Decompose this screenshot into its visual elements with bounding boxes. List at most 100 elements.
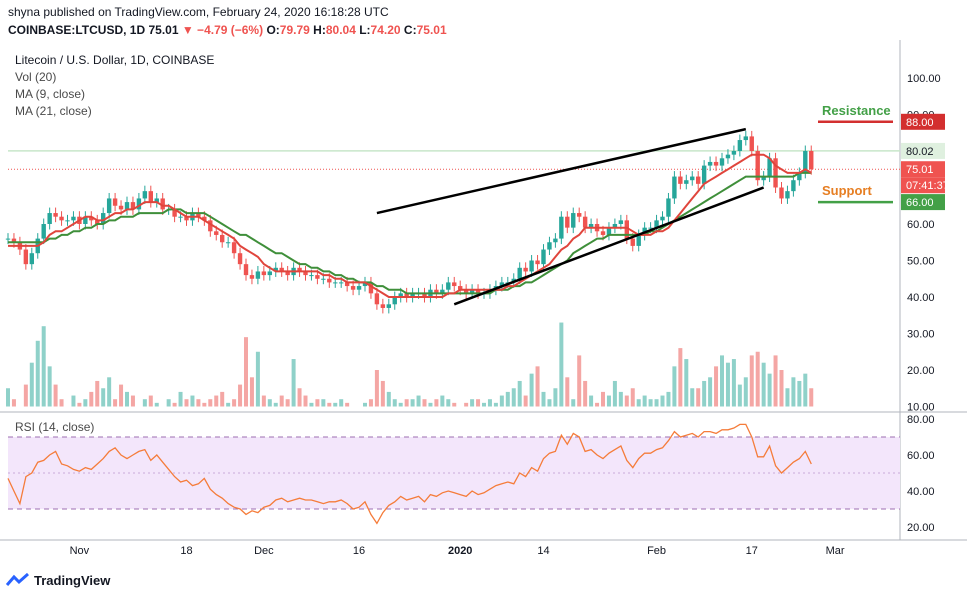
volume-bar bbox=[214, 395, 219, 407]
symbol-label: COINBASE:LTCUSD, 1D bbox=[8, 23, 146, 37]
volume-bar bbox=[363, 402, 367, 407]
volume-bar bbox=[618, 391, 623, 407]
countdown-badge-bg bbox=[901, 177, 945, 194]
candle-body bbox=[541, 249, 546, 265]
candle-body bbox=[148, 191, 153, 203]
candle-body bbox=[11, 238, 17, 243]
tradingview-logo[interactable]: TradingView bbox=[6, 572, 110, 588]
candle-body bbox=[672, 176, 677, 199]
candle-body bbox=[202, 216, 207, 221]
candle-body bbox=[565, 216, 570, 228]
candle-body bbox=[95, 220, 100, 224]
candle-body bbox=[59, 216, 64, 221]
mark-price-badge: 80.02 bbox=[906, 146, 934, 158]
volume-bar bbox=[11, 399, 16, 407]
volume-bar bbox=[606, 395, 611, 407]
price-tick-label: 40.00 bbox=[907, 292, 935, 304]
candle-body bbox=[344, 282, 350, 287]
chart-title: Litecoin / U.S. Dollar, 1D, COINBASE bbox=[15, 53, 215, 67]
candle-body bbox=[630, 238, 635, 246]
volume-bar bbox=[380, 380, 385, 407]
volume-bar bbox=[517, 380, 522, 407]
volume-bar bbox=[23, 384, 28, 407]
candle-body bbox=[130, 202, 136, 210]
volume-bar bbox=[690, 388, 695, 407]
volume-bar bbox=[779, 370, 784, 407]
candle-body bbox=[279, 267, 284, 272]
volume-bar bbox=[333, 402, 338, 407]
candle-body bbox=[606, 227, 612, 235]
volume-bar bbox=[244, 337, 248, 407]
volume-bar bbox=[113, 399, 118, 407]
volume-bar bbox=[482, 402, 486, 407]
volume-bar bbox=[119, 384, 124, 407]
candle-body bbox=[374, 293, 380, 305]
volume-bar bbox=[595, 402, 600, 407]
candle-body bbox=[463, 289, 469, 294]
candle-body bbox=[731, 151, 737, 155]
last-price-label: 75.01 bbox=[148, 23, 179, 37]
volume-bar bbox=[428, 402, 433, 407]
volume-bar bbox=[339, 399, 344, 407]
open-value: 79.79 bbox=[279, 23, 310, 37]
volume-bar bbox=[327, 402, 332, 407]
candle-body bbox=[588, 224, 594, 228]
candle-body bbox=[458, 286, 463, 290]
volume-bar bbox=[107, 377, 112, 407]
candle-body bbox=[386, 304, 391, 308]
volume-bar bbox=[386, 391, 391, 407]
volume-bar bbox=[541, 391, 546, 407]
volume-bar bbox=[172, 402, 177, 407]
candle-body bbox=[184, 216, 189, 221]
candle-body bbox=[785, 191, 790, 199]
rsi-tick-label: 20.00 bbox=[907, 522, 935, 534]
candle-body bbox=[737, 140, 743, 151]
open-key: O: bbox=[266, 23, 280, 37]
volume-bar bbox=[476, 399, 481, 407]
volume-bar bbox=[785, 388, 790, 407]
volume-bar bbox=[142, 399, 147, 407]
candle-body bbox=[339, 282, 344, 284]
volume-bar bbox=[249, 377, 254, 407]
volume-bar bbox=[797, 380, 802, 407]
candle-body bbox=[440, 289, 445, 294]
candle-body bbox=[559, 216, 564, 239]
candle-body bbox=[618, 220, 624, 224]
candle-body bbox=[571, 213, 576, 228]
candle-body bbox=[648, 227, 653, 229]
volume-bar bbox=[642, 395, 647, 407]
volume-bar bbox=[725, 362, 730, 407]
candle-body bbox=[452, 282, 457, 287]
volume-bar bbox=[53, 384, 58, 407]
candle-body bbox=[434, 289, 439, 294]
volume-bar bbox=[749, 355, 754, 407]
volume-bar bbox=[416, 395, 421, 407]
candle-body bbox=[356, 286, 362, 290]
rsi-tick-label: 60.00 bbox=[907, 450, 935, 462]
price-tick-label: 50.00 bbox=[907, 256, 935, 268]
candle-body bbox=[743, 136, 748, 141]
volume-bar bbox=[708, 377, 713, 407]
volume-bar bbox=[678, 348, 683, 407]
ma9-line bbox=[8, 153, 812, 298]
rsi-tick-label: 40.00 bbox=[907, 486, 935, 498]
volume-bar bbox=[666, 391, 671, 407]
volume-bar bbox=[672, 366, 677, 407]
volume-bar bbox=[285, 399, 290, 407]
candle-body bbox=[297, 267, 302, 272]
candle-body bbox=[719, 158, 725, 166]
candle-body bbox=[725, 154, 731, 159]
candle-body bbox=[315, 275, 320, 279]
volume-bar bbox=[535, 366, 540, 407]
tradingview-icon bbox=[6, 572, 29, 586]
volume-bar bbox=[714, 366, 719, 407]
brand-name: TradingView bbox=[34, 572, 111, 588]
price-tick-label: 30.00 bbox=[907, 329, 935, 341]
candle-body bbox=[701, 165, 707, 184]
candle-body bbox=[761, 176, 766, 181]
volume-bar bbox=[702, 380, 707, 407]
volume-bar bbox=[589, 395, 594, 407]
candle-body bbox=[303, 271, 308, 276]
candle-body bbox=[101, 213, 106, 224]
